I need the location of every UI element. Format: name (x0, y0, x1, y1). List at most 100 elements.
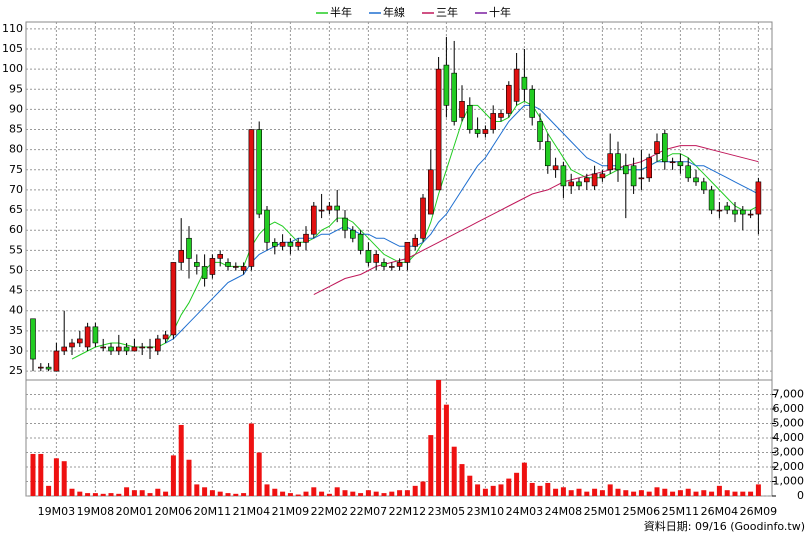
volume-bar (209, 490, 215, 496)
volume-bar (662, 488, 668, 496)
candle-body (654, 141, 660, 154)
volume-bar (178, 424, 184, 496)
volume-bar (553, 488, 559, 496)
candle-body (646, 157, 653, 179)
candle-body (435, 68, 442, 191)
volume-bar (38, 453, 44, 496)
x-tick-label: 20M06 (155, 505, 193, 518)
x-tick-label: 20M11 (194, 505, 232, 518)
volume-bar (615, 488, 621, 496)
ma-line (165, 104, 759, 344)
candle-body (295, 241, 302, 247)
x-tick-label: 26M09 (740, 505, 778, 518)
volume-bar (568, 490, 574, 496)
volume-bar (646, 491, 652, 496)
candle-body (544, 141, 551, 167)
candle-body (661, 133, 668, 163)
candle-body (45, 366, 52, 370)
volume-bar (755, 484, 761, 496)
legend-label: 半年 (330, 5, 352, 19)
candle-body (591, 173, 598, 187)
candle-body (482, 129, 489, 134)
volume-bar (436, 380, 442, 496)
x-tick-label: 19M08 (77, 505, 115, 518)
candle-body (630, 165, 637, 187)
y-tick-label: 45 (9, 284, 23, 297)
volume-bar (631, 491, 637, 496)
volume-bar (155, 488, 161, 496)
candle-body (552, 165, 559, 171)
volume-bar (490, 485, 496, 496)
volume-bar (319, 491, 325, 496)
volume-bar (147, 493, 153, 496)
candle-body (334, 205, 341, 211)
y-tick-label: 110 (2, 22, 23, 35)
y2-tick-label: 0 (797, 489, 804, 502)
x-tick-label: 25M06 (623, 505, 661, 518)
volume-bar (560, 487, 566, 496)
volume-bar (342, 490, 348, 496)
x-tick-label: 23M10 (467, 505, 505, 518)
candle-body (513, 68, 520, 102)
candle-body (716, 209, 723, 212)
volume-bar (420, 481, 426, 496)
volume-bar (217, 491, 223, 496)
candle-body (61, 346, 68, 352)
volume-bar (30, 453, 36, 496)
x-tick-label: 21M04 (233, 505, 271, 518)
candle-body (279, 241, 286, 247)
candle-body (201, 266, 208, 279)
y-tick-label: 80 (9, 143, 23, 156)
volume-bar (584, 491, 590, 496)
candle-body (708, 189, 715, 211)
volume-bar (443, 404, 449, 496)
volume-bar (701, 490, 707, 496)
volume-bar (389, 491, 395, 496)
volume-bar (724, 490, 730, 496)
candle-body (357, 233, 364, 251)
candle-body (396, 262, 403, 267)
volume-bar (358, 493, 364, 496)
y-tick-label: 70 (9, 183, 23, 196)
x-tick-label: 24M03 (506, 505, 544, 518)
legend-label: 年線 (383, 5, 405, 19)
candle-body (217, 254, 223, 259)
y-tick-label: 35 (9, 324, 23, 337)
volume-bar (46, 485, 52, 496)
volume-bar (545, 482, 551, 496)
y2-tick-label: 2,000 (773, 460, 805, 473)
volume-bar (85, 493, 91, 496)
candle-body (373, 254, 380, 263)
y2-tick-label: 1,000 (773, 475, 805, 488)
volume-bar (373, 491, 379, 496)
y2-tick-label: 4,000 (773, 431, 805, 444)
candle-body (310, 205, 317, 235)
y-tick-label: 50 (9, 263, 23, 276)
candle-body (669, 161, 676, 164)
candle-body (365, 250, 372, 263)
volume-bar (116, 493, 122, 496)
candle-body (638, 177, 645, 180)
volume-bar (124, 487, 130, 496)
volume-bar (404, 490, 410, 496)
candle-body (755, 181, 762, 215)
volume-bar (194, 484, 200, 496)
y-tick-label: 90 (9, 102, 23, 115)
volume-bar (100, 493, 106, 496)
volume-bar (709, 491, 715, 496)
candle-body (271, 241, 278, 247)
candle-body (427, 169, 434, 215)
volume-bar (521, 462, 527, 496)
candle-body (178, 250, 184, 263)
y-tick-label: 95 (9, 82, 23, 95)
volume-bar (498, 484, 504, 496)
candle-body (466, 105, 473, 130)
candle-body (529, 88, 536, 118)
candle-body (615, 153, 621, 171)
volume-bar (241, 493, 247, 496)
volume-bar (139, 490, 145, 496)
x-tick-label: 22M02 (311, 505, 349, 518)
volume-bar (326, 493, 332, 496)
candle-body (443, 64, 450, 106)
